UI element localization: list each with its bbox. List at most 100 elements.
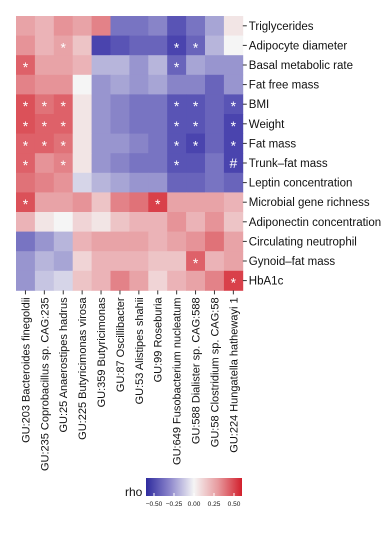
heatmap-cell [129, 212, 149, 232]
significance-marker: * [61, 39, 67, 55]
significance-marker: * [174, 59, 180, 75]
column-label: GU:235 Coprobacillus sp. CAG:235 [39, 297, 51, 471]
heatmap-cell [205, 114, 225, 134]
heatmap-cell [148, 251, 168, 272]
heatmap-cell [129, 251, 149, 272]
heatmap-cell [167, 231, 187, 252]
heatmap-cell [53, 114, 74, 134]
heatmap-cell [16, 231, 36, 252]
heatmap-cell [167, 94, 187, 115]
row-label: Triglycerides [249, 21, 314, 33]
heatmap-cell [34, 16, 55, 36]
significance-marker: * [193, 137, 199, 153]
heatmap-cell [186, 74, 206, 95]
significance-marker: * [193, 255, 199, 271]
heatmap-cell [72, 153, 92, 174]
heatmap-cell [34, 172, 55, 193]
heatmap-cell [223, 133, 244, 154]
heatmap-cell [53, 270, 74, 291]
heatmap-cell [167, 55, 187, 76]
heatmap-cell [205, 270, 225, 291]
heatmap-cell [72, 192, 92, 213]
heatmap-cell [110, 55, 130, 76]
heatmap-cell [16, 114, 36, 134]
heatmap-cell [110, 172, 130, 193]
heatmap-cell [91, 270, 111, 291]
heatmap-cells [16, 16, 244, 291]
significance-marker: * [174, 157, 180, 173]
significance-marker: * [61, 157, 67, 173]
significance-marker: # [229, 155, 237, 171]
heatmap-cell [148, 35, 168, 56]
heatmap-cell [223, 55, 244, 76]
heatmap-cell [110, 251, 130, 272]
row-label: Fat free mass [249, 80, 320, 92]
heatmap-cell [72, 231, 92, 252]
significance-marker: * [155, 196, 161, 212]
heatmap-cell [129, 74, 149, 95]
heatmap-cell [34, 94, 55, 115]
heatmap-cell [205, 94, 225, 115]
heatmap-cell [148, 133, 168, 154]
column-label: GU:359 Butyricimonas [96, 297, 108, 408]
legend-colorbar [146, 478, 242, 496]
heatmap-cell [34, 270, 55, 291]
heatmap-cell [110, 74, 130, 95]
heatmap-cell [186, 270, 206, 291]
heatmap-cell [91, 251, 111, 272]
heatmap-cell [72, 212, 92, 232]
significance-marker: * [23, 98, 29, 114]
heatmap-cell [34, 153, 55, 174]
heatmap-cell [34, 251, 55, 272]
heatmap-cell [72, 35, 92, 56]
heatmap-cell [223, 153, 244, 174]
heatmap-cell [223, 231, 244, 252]
significance-marker: * [23, 137, 29, 153]
heatmap-cell [16, 153, 36, 174]
column-label: GU:224 Hungatella hathewayi 1 [228, 297, 240, 452]
significance-marker: * [174, 118, 180, 134]
heatmap-cell [223, 114, 244, 134]
heatmap-cell [72, 270, 92, 291]
heatmap-cell [16, 35, 36, 56]
heatmap-cell [34, 35, 55, 56]
significance-marker: * [174, 98, 180, 114]
heatmap-cell [148, 114, 168, 134]
color-legend: rho −0.50 −0.25 0.00 0.25 0.50 [125, 478, 242, 508]
heatmap-cell [110, 133, 130, 154]
heatmap-cell [167, 74, 187, 95]
row-label: Microbial gene richness [249, 197, 370, 209]
column-label: GU:99 Roseburia [153, 297, 165, 383]
heatmap-cell [223, 35, 244, 56]
heatmap-cell [129, 16, 149, 36]
significance-markers: * * * * * * * * * * * * * * * * * * * * * * * * * * # * * * * [23, 39, 238, 290]
heatmap-cell [186, 114, 206, 134]
heatmap-cell [91, 172, 111, 193]
heatmap-cell [148, 55, 168, 76]
heatmap-cell [91, 212, 111, 232]
heatmap-cell [72, 74, 92, 95]
column-label: GU:649 Fusobacterium nucleatum [172, 297, 184, 465]
heatmap-cell [129, 94, 149, 115]
heatmap-cell [110, 153, 130, 174]
heatmap-cell [129, 192, 149, 213]
legend-tick-label: −0.50 [146, 501, 163, 508]
heatmap-cell [167, 114, 187, 134]
heatmap-cell [91, 16, 111, 36]
heatmap-cell [186, 192, 206, 213]
heatmap-cell [148, 94, 168, 115]
heatmap-cell [205, 35, 225, 56]
row-label: Leptin concentration [249, 178, 353, 190]
significance-marker: * [23, 196, 29, 212]
legend-tick-label: 0.50 [228, 501, 241, 508]
significance-marker: * [42, 98, 48, 114]
heatmap-cell [148, 74, 168, 95]
heatmap-cell [16, 74, 36, 95]
heatmap-cell [186, 251, 206, 272]
heatmap-cell [110, 270, 130, 291]
heatmap-cell [167, 153, 187, 174]
row-label: Gynoid–fat mass [249, 256, 336, 268]
heatmap-cell [53, 16, 74, 36]
heatmap-cell [110, 212, 130, 232]
heatmap-cell [72, 94, 92, 115]
